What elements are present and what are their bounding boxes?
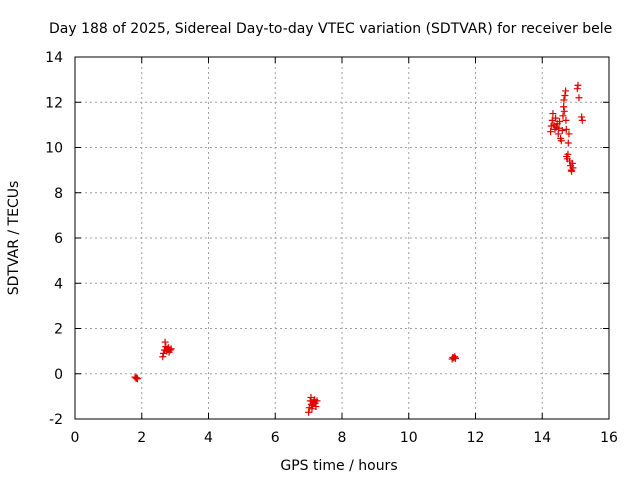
axis-ticks xyxy=(74,56,610,420)
data-point xyxy=(562,116,570,124)
y-tick-label: -2 xyxy=(49,412,63,428)
data-point xyxy=(573,85,581,93)
data-point xyxy=(307,394,315,402)
data-point xyxy=(578,113,586,121)
x-tick-label: 10 xyxy=(400,430,418,446)
data-points xyxy=(131,81,586,416)
y-axis-label: SDTVAR / TECUs xyxy=(6,181,22,296)
data-point xyxy=(133,374,141,382)
grid-lines xyxy=(75,57,609,419)
data-point xyxy=(166,346,174,354)
data-point xyxy=(569,164,577,172)
data-point xyxy=(564,139,572,147)
x-tick-label: 6 xyxy=(271,430,280,446)
data-point xyxy=(554,130,562,138)
y-tick-label: 0 xyxy=(54,367,63,383)
data-point xyxy=(559,112,567,120)
x-tick-label: 4 xyxy=(204,430,213,446)
y-tick-label: 6 xyxy=(54,231,63,247)
data-point xyxy=(161,338,169,346)
y-tick-label: 10 xyxy=(45,141,63,157)
data-point xyxy=(313,397,321,405)
chart-title: Day 188 of 2025, Sidereal Day-to-day VTE… xyxy=(49,21,612,37)
y-tick-label: 14 xyxy=(45,50,63,66)
data-point xyxy=(305,408,313,416)
data-point xyxy=(568,167,576,175)
data-point xyxy=(451,353,459,361)
x-tick-label: 12 xyxy=(467,430,485,446)
data-point xyxy=(562,87,570,95)
x-axis-tick-labels: 0 2 4 6 8 10 12 14 16 xyxy=(71,430,618,446)
data-point xyxy=(547,128,555,136)
data-point xyxy=(574,81,582,89)
data-point xyxy=(560,103,568,111)
data-point xyxy=(306,397,314,405)
x-tick-label: 14 xyxy=(533,430,551,446)
data-point xyxy=(133,375,141,383)
y-tick-label: 12 xyxy=(45,95,63,111)
x-tick-label: 16 xyxy=(600,430,618,446)
data-point xyxy=(561,91,569,99)
data-point xyxy=(568,159,576,167)
data-point xyxy=(562,125,570,133)
y-axis-tick-labels: -2 0 2 4 6 8 10 12 14 xyxy=(45,50,63,428)
data-point xyxy=(312,403,320,411)
data-point xyxy=(575,94,583,102)
data-point xyxy=(552,114,560,122)
data-point xyxy=(167,345,175,353)
data-point xyxy=(451,354,459,362)
data-point xyxy=(549,110,557,118)
data-point xyxy=(560,96,568,104)
data-point xyxy=(558,127,566,135)
x-tick-label: 0 xyxy=(71,430,80,446)
data-point xyxy=(560,107,568,115)
x-tick-label: 2 xyxy=(137,430,146,446)
data-point xyxy=(564,150,572,158)
data-point xyxy=(557,137,565,145)
y-tick-label: 2 xyxy=(54,322,63,338)
data-point xyxy=(565,130,573,138)
x-tick-label: 8 xyxy=(338,430,347,446)
y-tick-label: 4 xyxy=(54,276,63,292)
data-point xyxy=(308,405,316,413)
data-point xyxy=(578,116,586,124)
data-point xyxy=(556,117,564,125)
x-axis-label: GPS time / hours xyxy=(280,458,397,474)
y-tick-label: 8 xyxy=(54,186,63,202)
data-point xyxy=(159,353,167,361)
